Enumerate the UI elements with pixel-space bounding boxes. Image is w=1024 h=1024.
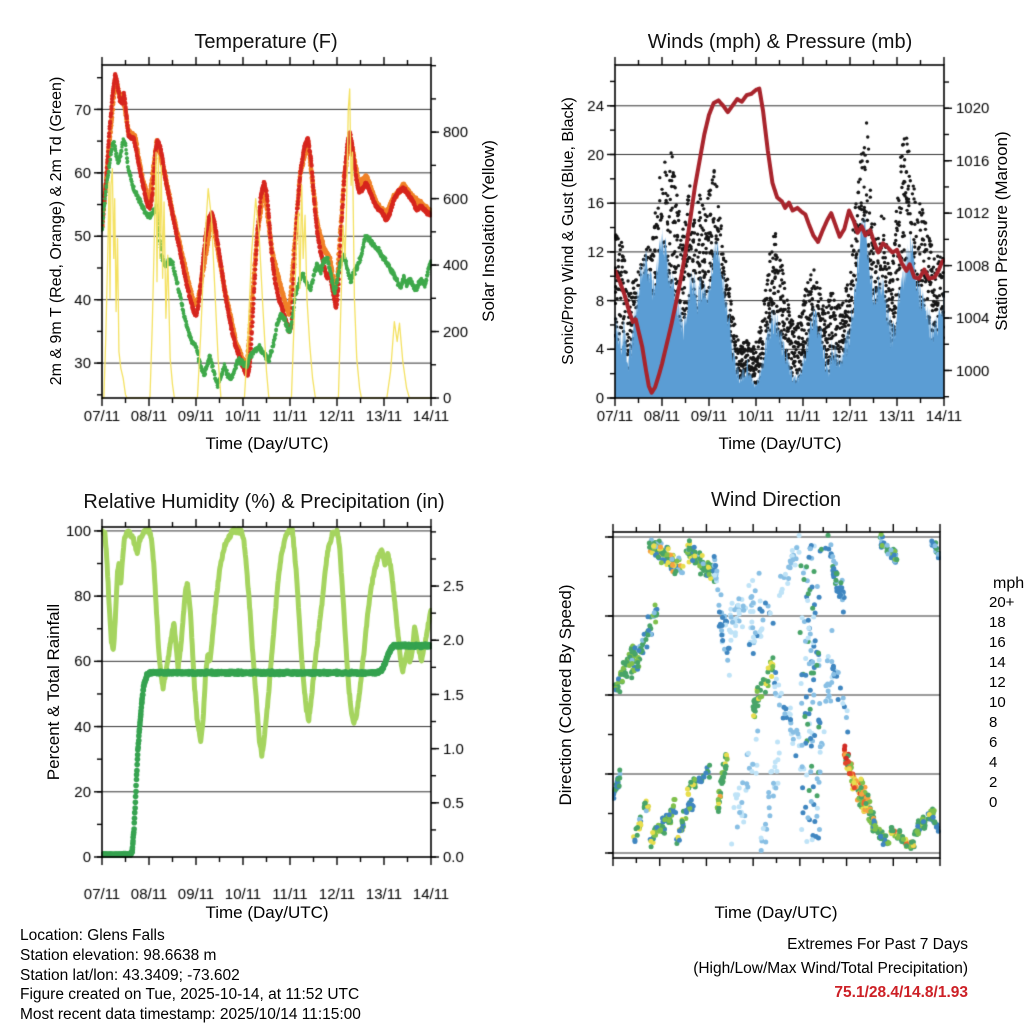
temperature-xaxis-label: Time (Day/UTC) — [205, 434, 329, 453]
colorbar-label: 6 — [989, 734, 998, 751]
colorbar-label: 14 — [989, 654, 1006, 671]
colorbar-label: 12 — [989, 674, 1006, 691]
extremes-values: 75.1/28.4/14.8/1.93 — [834, 984, 968, 1001]
colorbar-label: 4 — [989, 754, 998, 771]
wind-direction-yaxis-label: Direction (Colored By Speed) — [556, 584, 575, 806]
colorbar-label: 18 — [989, 614, 1006, 631]
colorbar-label: 20+ — [989, 594, 1015, 611]
station-info-line: Most recent data timestamp: 2025/10/14 1… — [20, 1006, 361, 1023]
temperature-yaxis-right-label: Solar Insolation (Yellow) — [479, 140, 498, 322]
winds-xaxis-label: Time (Day/UTC) — [718, 434, 842, 453]
humidity-yaxis-left-label: Percent & Total Rainfall — [44, 603, 63, 781]
wind-direction-xaxis-label: Time (Day/UTC) — [714, 903, 838, 922]
colorbar-label: 2 — [989, 774, 998, 791]
colorbar-label: 16 — [989, 634, 1006, 651]
panel-humidity-precip — [102, 527, 431, 857]
extremes-subheading: (High/Low/Max Wind/Total Precipitation) — [693, 960, 968, 977]
station-info: Location: Glens Falls Station elevation: … — [20, 926, 361, 1024]
station-info-line: Figure created on Tue, 2025-10-14, at 11… — [20, 986, 360, 1004]
colorbar-label: 8 — [989, 714, 998, 731]
station-info-line: Location: Glens Falls — [20, 927, 165, 944]
winds-yaxis-left-label: Sonic/Prop Wind & Gust (Blue, Black) — [560, 97, 577, 365]
panel-temperature — [102, 65, 431, 398]
colorbar-label: 10 — [989, 694, 1006, 711]
station-info-line: Station elevation: 98.6638 m — [20, 946, 217, 964]
colorbar-title: mph — [993, 575, 1024, 592]
panel-wind-direction — [613, 532, 940, 858]
temperature-yaxis-left-label: 2m & 9m T (Red, Orange) & 2m Td (Green) — [48, 76, 65, 386]
temperature-title: Temperature (F) — [194, 31, 338, 53]
winds-yaxis-right-label: Station Pressure (Maroon) — [992, 131, 1011, 331]
winds-title: Winds (mph) & Pressure (mb) — [647, 31, 913, 53]
humidity-title: Relative Humidity (%) & Precipitation (i… — [83, 491, 445, 513]
colorbar-label: 0 — [989, 794, 998, 811]
humidity-xaxis-label: Time (Day/UTC) — [205, 903, 329, 922]
extremes-heading: Extremes For Past 7 Days — [787, 936, 968, 953]
panel-winds-pressure — [615, 65, 944, 398]
station-info-line: Station lat/lon: 43.3409; -73.602 — [20, 966, 240, 984]
wind-direction-title: Wind Direction — [710, 489, 842, 511]
